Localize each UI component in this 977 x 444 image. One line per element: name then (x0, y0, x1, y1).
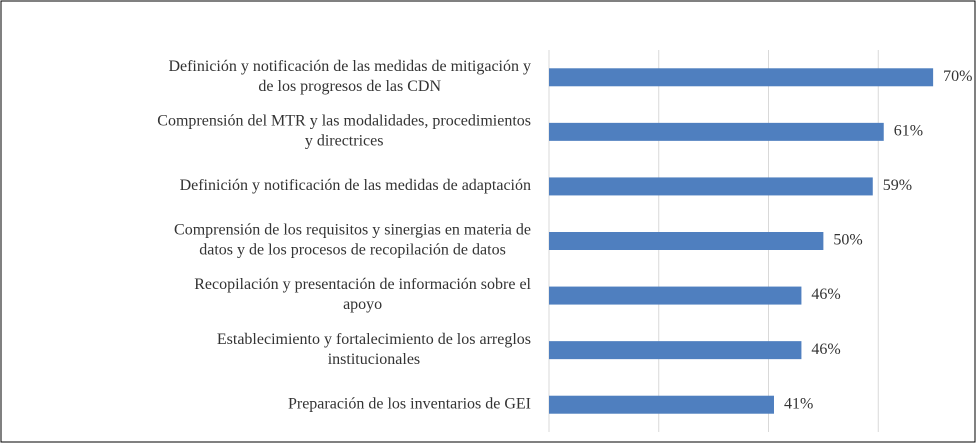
y-tick-label: institucionales (328, 351, 420, 368)
y-tick-label: apoyo (343, 296, 382, 313)
y-tick-label: datos y de los procesos de recopilación … (199, 242, 506, 259)
y-tick-label: Recopilación y presentación de informaci… (194, 276, 531, 293)
value-label: 61% (894, 123, 923, 140)
value-label: 50% (833, 232, 862, 249)
y-tick-label: Comprensión del MTR y las modalidades, p… (157, 113, 531, 130)
y-tick-label: Definición y notificación de las medidas… (168, 58, 531, 75)
y-tick-label: Comprensión de los requisitos y sinergia… (174, 222, 531, 239)
y-tick-label: Definición y notificación de las medidas… (180, 177, 531, 194)
bar (549, 122, 884, 141)
bar (549, 286, 802, 305)
bar (549, 395, 774, 414)
bar (549, 232, 824, 250)
value-label: 46% (811, 341, 840, 358)
y-tick-label: de los progresos de las CDN (258, 78, 441, 95)
bar (549, 68, 934, 87)
y-tick-label: y directrices (305, 133, 384, 150)
value-label: 70% (943, 68, 972, 85)
value-label: 41% (784, 395, 813, 412)
y-tick-label: Preparación de los inventarios de GEI (288, 395, 531, 412)
value-label: 46% (811, 286, 840, 303)
bar (549, 341, 802, 360)
bar (549, 177, 873, 196)
y-tick-label: Establecimiento y fortalecimiento de los… (217, 331, 531, 348)
value-label: 59% (883, 177, 912, 194)
